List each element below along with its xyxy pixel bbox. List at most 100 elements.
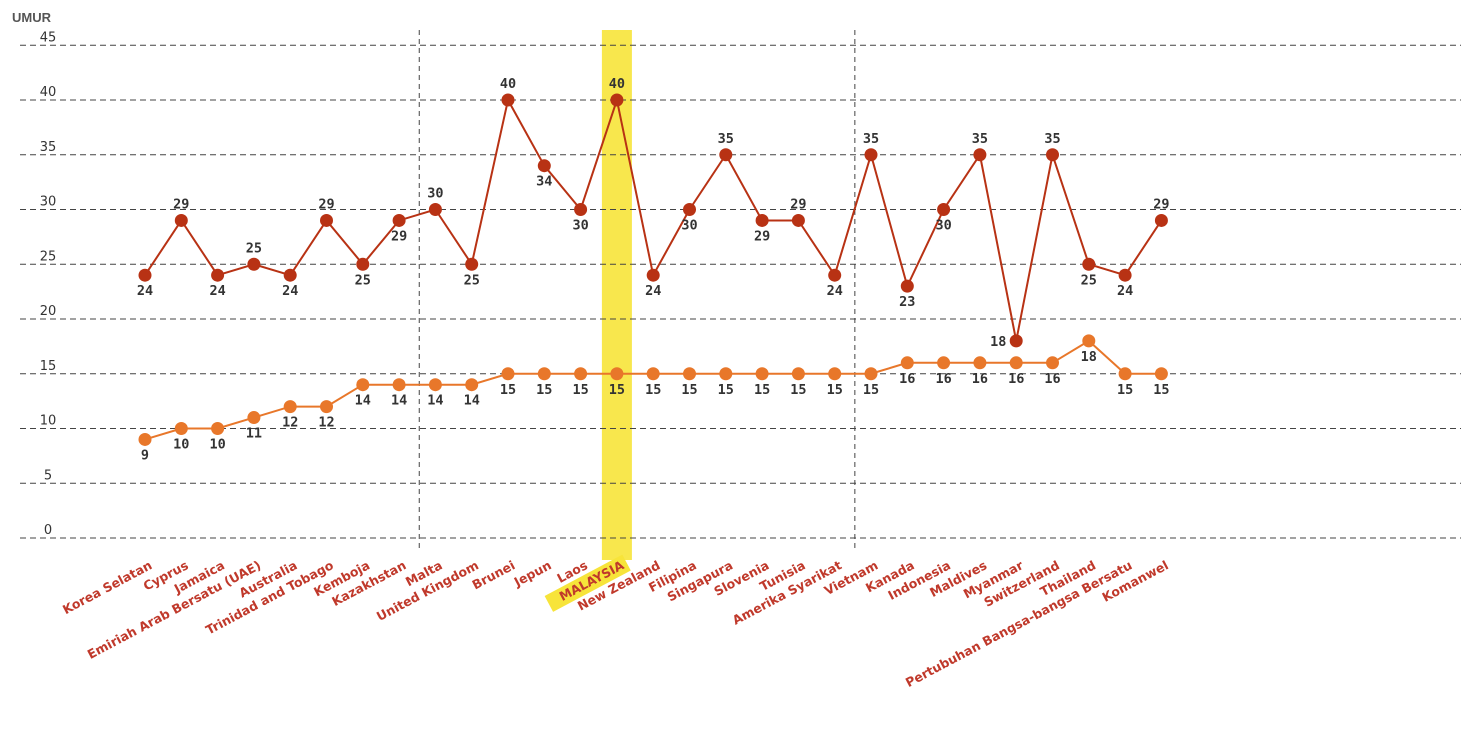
- data-label: 35: [1044, 131, 1060, 147]
- data-point: [138, 432, 152, 446]
- data-label: 16: [899, 371, 915, 387]
- data-point: [1046, 356, 1059, 370]
- data-point: [755, 367, 769, 381]
- y-axis-title: UMUR: [12, 10, 52, 25]
- y-tick-label: 5: [44, 468, 52, 483]
- data-point: [646, 268, 660, 282]
- data-label: 34: [536, 174, 552, 190]
- data-label: 24: [209, 283, 225, 299]
- data-point: [1009, 356, 1023, 370]
- y-tick-label: 0: [44, 523, 52, 538]
- data-point: [574, 203, 588, 216]
- data-point: [392, 213, 406, 227]
- data-label: 15: [863, 382, 879, 398]
- data-label: 40: [609, 76, 625, 92]
- data-point: [610, 367, 624, 381]
- data-point: [537, 367, 551, 381]
- data-label: 18: [990, 334, 1006, 350]
- data-label: 24: [137, 283, 153, 299]
- data-point: [610, 93, 624, 107]
- series-line-1: [144, 96, 1163, 342]
- data-label: 15: [827, 382, 843, 398]
- x-tick-label: Jepun: [511, 557, 554, 589]
- data-label: 25: [1081, 272, 1097, 288]
- data-point: [501, 367, 515, 381]
- data-point: [864, 148, 878, 162]
- data-point: [356, 378, 370, 392]
- data-label: 15: [681, 382, 697, 398]
- data-point: [719, 367, 733, 381]
- data-point: [283, 400, 297, 414]
- data-point: [501, 93, 515, 107]
- data-point: [574, 367, 588, 381]
- data-label: 15: [790, 382, 806, 398]
- y-tick-label: 25: [40, 249, 57, 264]
- data-point: [646, 367, 660, 381]
- data-label: 14: [391, 393, 407, 409]
- data-point: [247, 257, 261, 271]
- data-label: 16: [935, 371, 951, 387]
- data-label: 12: [282, 415, 298, 431]
- data-label: 23: [899, 294, 915, 310]
- y-tick-label: 35: [40, 140, 57, 155]
- data-label: 29: [391, 228, 407, 244]
- data-point: [465, 257, 479, 271]
- data-point: [1046, 148, 1059, 162]
- data-point: [320, 400, 333, 414]
- data-point: [828, 268, 842, 282]
- data-label: 30: [935, 218, 951, 234]
- highlight-label-bg: [544, 554, 631, 612]
- y-tick-label: 30: [40, 195, 57, 210]
- data-point: [1154, 213, 1168, 227]
- data-point: [755, 213, 769, 227]
- data-point: [900, 279, 914, 293]
- data-label: 29: [318, 196, 334, 212]
- data-label: 15: [609, 382, 625, 398]
- data-point: [1082, 257, 1096, 271]
- data-label: 29: [790, 196, 806, 212]
- data-label: 15: [1117, 382, 1133, 398]
- data-label: 29: [754, 228, 770, 244]
- data-label: 15: [500, 382, 516, 398]
- data-label: 30: [572, 218, 588, 234]
- data-label: 11: [246, 426, 262, 442]
- data-label: 24: [827, 283, 843, 299]
- data-label: 24: [282, 283, 298, 299]
- data-label: 16: [1008, 371, 1024, 387]
- data-label: 10: [209, 437, 225, 453]
- data-label: 15: [536, 382, 552, 398]
- data-point: [719, 148, 733, 162]
- data-label: 40: [500, 76, 516, 92]
- data-label: 25: [246, 240, 262, 256]
- data-label: 35: [863, 131, 879, 147]
- data-point: [1009, 334, 1023, 348]
- data-point: [247, 411, 261, 425]
- data-point: [283, 268, 297, 282]
- data-point: [428, 203, 442, 216]
- data-label: 29: [173, 196, 189, 212]
- data-label: 25: [464, 272, 480, 288]
- data-point: [1154, 367, 1168, 381]
- data-label: 14: [355, 393, 371, 409]
- data-label: 15: [572, 382, 588, 398]
- data-point: [973, 148, 987, 162]
- data-label: 24: [1117, 283, 1133, 299]
- data-point: [1082, 334, 1096, 348]
- y-tick-label: 15: [40, 359, 57, 374]
- data-point: [937, 203, 951, 216]
- data-point: [791, 213, 805, 227]
- data-point: [683, 203, 696, 216]
- data-point: [973, 356, 987, 370]
- data-label: 35: [972, 131, 988, 147]
- data-label: 29: [1153, 196, 1169, 212]
- y-tick-label: 20: [40, 304, 57, 319]
- data-label: 16: [972, 371, 988, 387]
- data-point: [174, 422, 188, 435]
- data-label: 15: [754, 382, 770, 398]
- y-tick-label: 10: [40, 414, 57, 429]
- data-point: [937, 356, 951, 370]
- data-point: [537, 159, 551, 173]
- data-point: [211, 422, 225, 435]
- data-point: [320, 213, 333, 227]
- data-label: 10: [173, 437, 189, 453]
